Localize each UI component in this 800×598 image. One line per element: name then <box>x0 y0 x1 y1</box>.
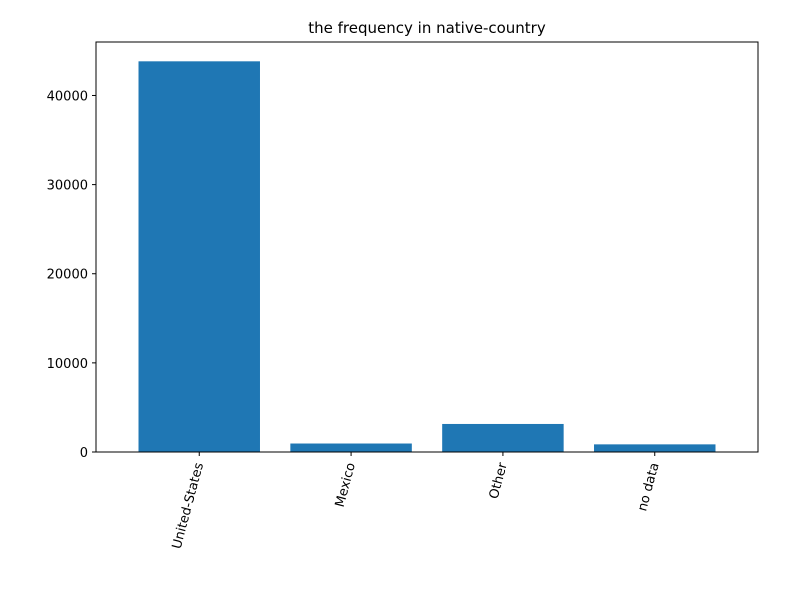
bars-layer <box>138 61 716 452</box>
x-tick-label: United-States <box>170 461 207 551</box>
plot-frame <box>95 41 759 453</box>
y-tick-label: 0 <box>80 446 88 461</box>
x-tick-label: no data <box>635 461 662 513</box>
chart-title: the frequency in native-country <box>308 19 546 37</box>
x-tick-label: Mexico <box>333 461 359 509</box>
y-tick-label: 10000 <box>47 357 88 372</box>
x-tick-label: Other <box>487 461 511 501</box>
bar-united-states <box>138 61 260 452</box>
y-tick-label: 20000 <box>47 268 88 283</box>
y-tick-label: 40000 <box>47 89 88 104</box>
bar-other <box>442 423 564 452</box>
bar-no-data <box>594 444 716 452</box>
y-tick-label: 30000 <box>47 179 88 194</box>
bar-mexico <box>290 443 412 452</box>
